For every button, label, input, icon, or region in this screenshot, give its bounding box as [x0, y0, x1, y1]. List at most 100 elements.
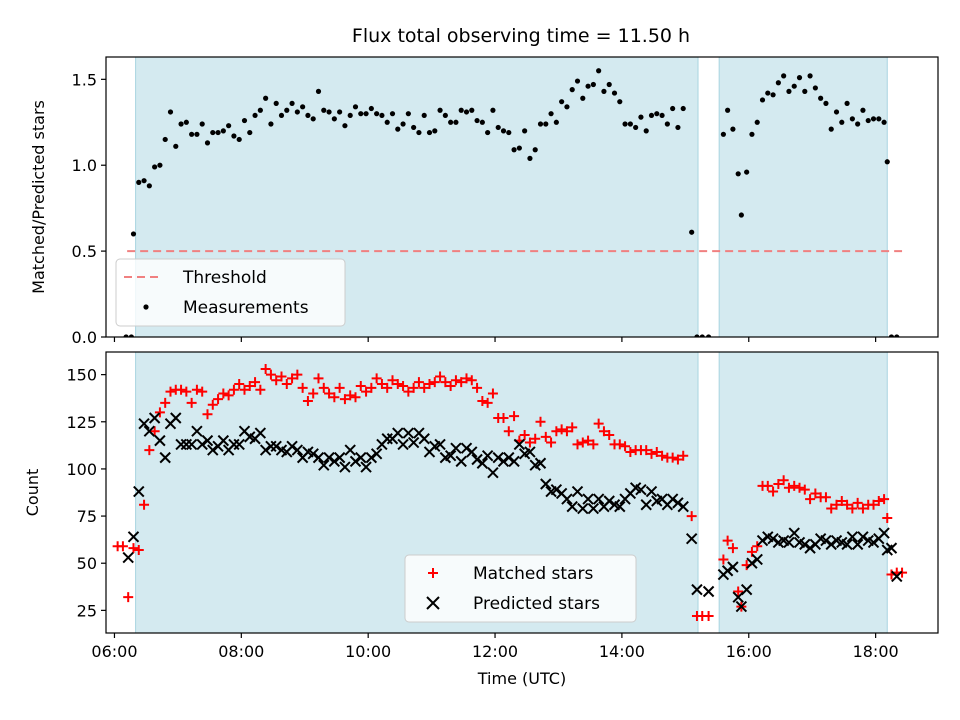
xtick-label-1: 08:00 — [218, 642, 264, 661]
bottom-s2-point-66 — [471, 453, 483, 466]
bottom-s1-point-38 — [313, 373, 324, 384]
bottom-s2-point-138 — [867, 536, 880, 549]
bottom-s1-point-46 — [355, 380, 366, 391]
xtick-label-4: 14:00 — [599, 642, 645, 661]
bottom-s1-point-63 — [445, 380, 456, 391]
bottom-s2-point-62 — [450, 442, 462, 454]
bottom-s1-point-83 — [551, 426, 562, 437]
top-s1-point-5 — [146, 183, 152, 189]
bottom-s2-point-76 — [524, 446, 536, 458]
top-s1-point-87 — [580, 95, 586, 101]
top-s1-point-57 — [421, 112, 427, 119]
bottom-s2-point-18 — [217, 434, 230, 447]
top-ytick-label-1: 0.5 — [72, 242, 97, 261]
top-s1-point-26 — [257, 107, 263, 113]
top-s1-point-39 — [326, 109, 332, 115]
top-s1-point-11 — [178, 121, 184, 127]
top-s1-point-91 — [601, 88, 607, 94]
bottom-s1-point-86 — [567, 422, 578, 433]
bottom-ytick-label-1: 50 — [77, 554, 97, 573]
legend-predicted-swatch — [426, 596, 440, 610]
bottom-s2-point-123 — [788, 527, 800, 539]
bottom-s2-point-71 — [497, 455, 510, 468]
bottom-s2-point-84 — [566, 500, 578, 513]
bottom-s2-point-136 — [857, 531, 869, 543]
top-s1-point-72 — [500, 128, 507, 134]
top-s1-point-94 — [617, 99, 623, 105]
bottom-s2-point-70 — [492, 451, 504, 464]
bottom-s1-point-27 — [255, 384, 266, 395]
bottom-s2-point-106 — [685, 532, 698, 545]
top-s1-point-115 — [738, 212, 744, 218]
top-ytick-label-2: 1.0 — [72, 156, 97, 175]
bottom-s2-point-72 — [503, 451, 515, 464]
bottom-s2-point-134 — [846, 531, 859, 543]
top-s1-point-8 — [162, 136, 168, 143]
bottom-s1-point-56 — [408, 382, 419, 393]
bottom-s2-point-7 — [159, 451, 171, 464]
bottom-s2-point-65 — [466, 446, 478, 458]
bottom-s1-point-85 — [561, 426, 572, 437]
top-s1-point-132 — [828, 126, 834, 132]
bottom-s2-point-53 — [402, 427, 415, 439]
bottom-s1-point-23 — [234, 379, 245, 390]
bottom-s2-point-9 — [170, 412, 182, 424]
bottom-s1-point-115 — [733, 586, 744, 597]
bottom-s2-point-88 — [587, 502, 600, 515]
bottom-s1-point-111 — [703, 611, 714, 622]
bottom-s2-point-117 — [756, 534, 769, 547]
bottom-s2-point-15 — [201, 434, 214, 447]
bottom-s2-point-21 — [233, 438, 245, 451]
bottom-s2-point-63 — [455, 455, 467, 468]
bottom-s1-point-84 — [556, 424, 567, 435]
bottom-s1-point-44 — [345, 390, 356, 401]
top-s1-point-145 — [894, 334, 900, 337]
top-s1-point-51 — [389, 111, 396, 117]
bottom-s1-point-126 — [789, 480, 800, 491]
xtick-label-5: 16:00 — [726, 642, 772, 661]
top-s1-point-32 — [289, 100, 295, 106]
top-s1-point-123 — [781, 73, 787, 79]
top-s1-point-108 — [694, 334, 700, 337]
bottom-s2-point-116 — [751, 553, 763, 566]
bottom-s1-point-2 — [123, 592, 134, 603]
top-s1-point-79 — [537, 121, 544, 127]
top-ytick-label-0: 0.0 — [72, 328, 97, 347]
top-s1-point-55 — [411, 124, 417, 131]
top-s1-point-71 — [495, 124, 501, 131]
bottom-s2-point-44 — [355, 451, 367, 464]
top-s1-point-13 — [189, 131, 195, 137]
top-s1-point-31 — [284, 107, 290, 113]
bottom-s2-point-0 — [122, 551, 134, 564]
bottom-s2-point-32 — [291, 444, 304, 456]
top-s1-point-80 — [543, 121, 549, 127]
bottom-s1-point-101 — [646, 448, 657, 459]
bottom-s1-point-52 — [387, 375, 398, 386]
bottom-s1-point-39 — [318, 382, 329, 393]
top-s1-point-90 — [596, 68, 602, 74]
top-s1-point-144 — [888, 334, 895, 337]
bottom-s1-point-134 — [831, 499, 842, 510]
bottom-s2-point-1 — [127, 531, 140, 543]
bottom-s2-point-74 — [513, 438, 526, 451]
top-s1-point-59 — [432, 128, 438, 134]
top-s1-point-3 — [136, 179, 142, 185]
bottom-s1-point-30 — [271, 375, 282, 386]
bottom-s1-point-77 — [519, 429, 530, 440]
bottom-s1-point-70 — [482, 397, 493, 408]
top-s1-point-78 — [532, 147, 538, 153]
top-s1-point-114 — [735, 171, 741, 177]
bottom-s2-point-125 — [799, 538, 811, 551]
bottom-s1-point-105 — [667, 452, 678, 463]
bottom-s1-point-55 — [403, 386, 414, 397]
bottom-s2-point-3 — [138, 417, 150, 430]
top-s1-point-137 — [855, 121, 861, 127]
top-s1-point-64 — [458, 107, 464, 113]
top-s1-point-112 — [725, 107, 731, 113]
bottom-s1-point-102 — [651, 446, 662, 457]
bottom-s1-point-133 — [826, 503, 837, 514]
bottom-s2-point-133 — [841, 538, 853, 551]
bottom-s1-point-82 — [546, 437, 557, 448]
top-s1-point-33 — [294, 109, 300, 115]
bottom-s2-point-119 — [767, 532, 779, 545]
